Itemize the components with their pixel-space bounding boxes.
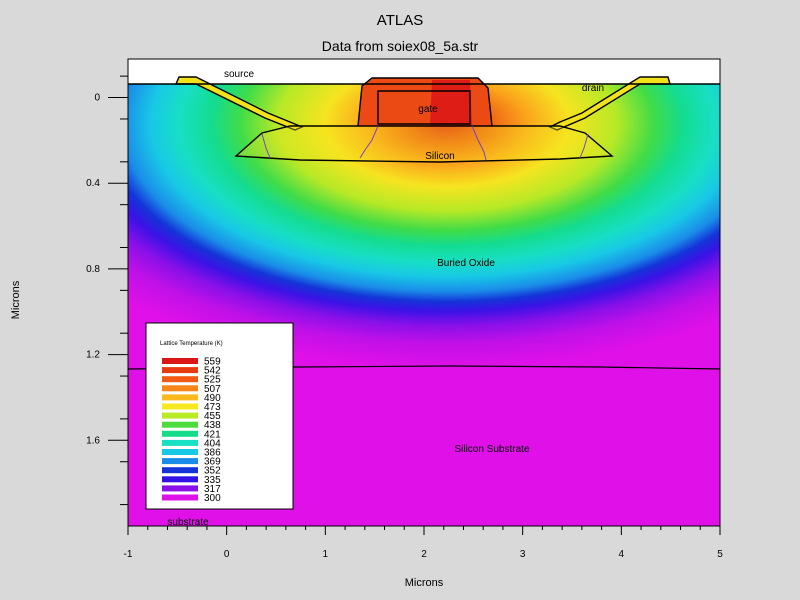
gate-electrode-outline [377,90,471,125]
legend-value: 525 [204,375,221,386]
legend-value: 300 [204,493,221,504]
channel-right-junction [471,125,487,161]
legend-value: 335 [204,475,221,486]
legend-swatch [162,421,198,428]
x-tick-label: 0 [224,549,230,560]
legend-value: 473 [204,402,221,413]
region-label-buried-oxide: Buried Oxide [437,258,495,269]
legend: Lattice Temperature (K) 5595425255074904… [145,322,294,510]
y-tick-label: 1.6 [86,435,100,446]
legend-value: 369 [204,457,221,468]
legend-value: 386 [204,448,221,459]
legend-value: 507 [204,384,221,395]
drain-contact-outline [548,76,671,131]
y-tick-label: 0 [94,93,100,104]
silicon-layer-outline [234,125,614,163]
gate-outline [357,77,493,127]
legend-swatch [162,394,198,401]
legend-value: 404 [204,438,221,449]
x-axis-label: Microns [404,577,444,589]
gate-hot-core [430,80,472,126]
drain-junction-line [579,133,589,159]
y-tick-label: 1.2 [86,350,100,361]
x-tick-label: 4 [619,549,625,560]
legend-swatch [162,449,198,455]
legend-swatch [162,430,198,437]
legend-swatch [162,403,198,410]
chart-subtitle: Data from soiex08_5a.str [321,38,479,54]
legend-value: 317 [204,484,221,495]
x-tick-label: -1 [124,549,133,560]
region-label-substrate: substrate [167,517,209,528]
chart-title: ATLAS [376,12,424,29]
source-junction-line [261,133,271,159]
legend-swatch [162,439,198,446]
legend-value: 559 [204,357,221,368]
x-tick-label: 1 [323,549,329,560]
legend-swatch [162,476,198,483]
region-label-silicon: Silicon [425,151,454,162]
y-tick-label: 0.4 [86,178,100,189]
x-tick-label: 3 [520,549,526,560]
region-label-drain: drain [582,83,604,94]
legend-value: 438 [204,420,221,431]
legend-swatch [162,485,198,492]
region-label-source: source [224,69,254,80]
channel-left-junction [359,125,379,159]
legend-value: 421 [204,429,221,440]
legend-swatch [162,467,198,474]
legend-swatch [162,385,198,392]
x-tick-label: 2 [421,549,427,560]
y-tick-label: 0.8 [86,264,100,275]
legend-title: Lattice Temperature (K) [160,341,223,347]
legend-swatch [162,367,198,374]
legend-swatch [162,358,198,364]
legend-swatch [162,458,198,465]
region-label-gate: gate [418,104,438,115]
x-tick-label: 5 [717,549,723,560]
legend-swatch [162,494,198,501]
legend-swatch [162,376,198,383]
region-label-silicon-substrate: Silicon Substrate [454,444,529,455]
legend-value: 542 [204,366,221,377]
legend-swatch [162,412,198,419]
source-contact-outline [174,76,304,131]
legend-value: 490 [204,393,221,404]
legend-value: 352 [204,466,221,477]
legend-value: 455 [204,411,221,422]
